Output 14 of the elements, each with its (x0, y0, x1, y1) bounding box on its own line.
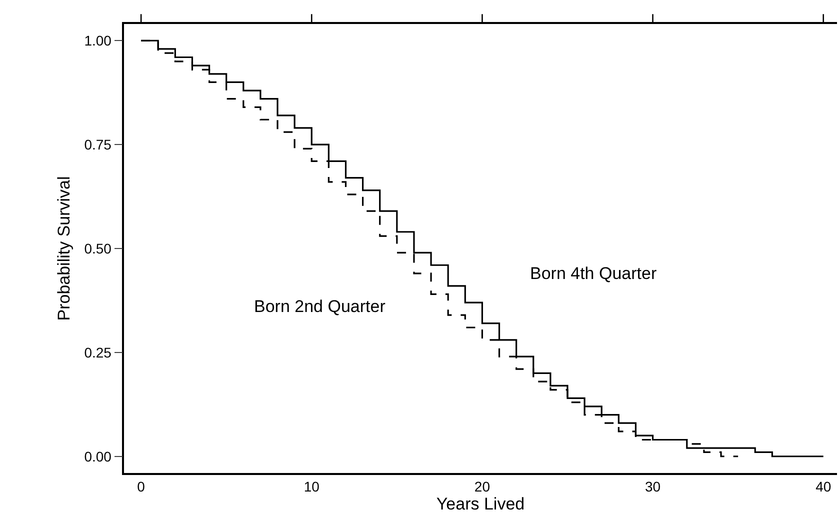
x-tick-label: 20 (474, 478, 490, 495)
annotation: Born 4th Quarter (530, 264, 657, 283)
x-tick-label: 30 (644, 478, 661, 495)
y-axis-title: Probability Survival (54, 176, 74, 321)
x-axis-title: Years Lived (436, 494, 525, 514)
y-tick-label: 0.50 (84, 240, 112, 256)
y-tick-label: 1.00 (84, 32, 112, 49)
annotation: Born 2nd Quarter (254, 297, 386, 316)
x-tick-label: 0 (137, 478, 146, 495)
y-tick-label: 0.75 (84, 136, 112, 152)
y-tick-label: 0.00 (84, 448, 112, 464)
x-tick-label: 40 (816, 478, 832, 495)
y-tick-label: 0.25 (84, 344, 112, 360)
x-tick-label: 10 (304, 478, 320, 495)
